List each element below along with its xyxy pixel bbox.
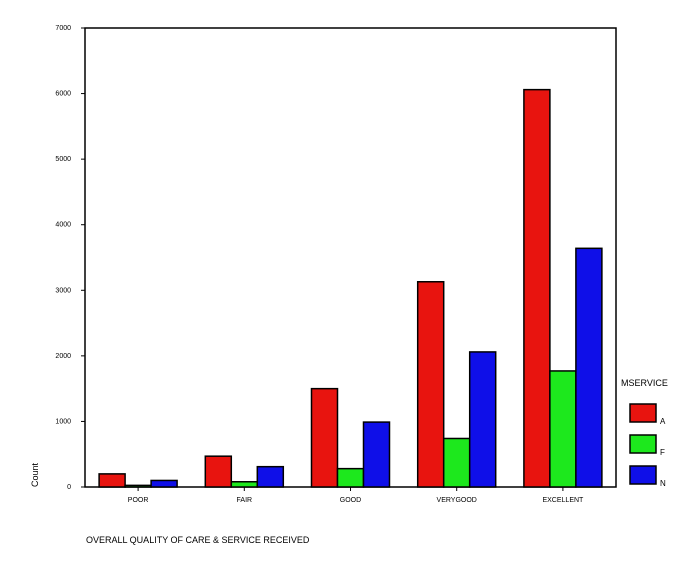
y-axis-title: Count — [30, 462, 40, 487]
legend-swatch-F — [629, 434, 657, 454]
legend-swatch-A — [629, 403, 657, 423]
bar-A-excellent — [523, 88, 551, 488]
bar-N-fair — [256, 465, 285, 488]
bar-A-good — [310, 387, 339, 488]
x-tick-label: EXCELLENT — [542, 497, 584, 504]
legend-label: F — [660, 448, 665, 457]
bar-N-good — [362, 421, 391, 488]
bar-F-poor — [124, 484, 152, 488]
bars — [98, 88, 603, 488]
legend-swatch-N — [629, 465, 657, 485]
y-tick-label: 0 — [67, 484, 71, 491]
legend-label: N — [660, 479, 666, 488]
y-tick-label: 2000 — [55, 353, 71, 360]
y-tick-label: 4000 — [55, 222, 71, 229]
x-tick-label: FAIR — [237, 497, 253, 504]
legend-title: MSERVICE — [621, 378, 668, 388]
legend: MSERVICE A F N — [621, 378, 668, 488]
bar-N-poor — [150, 479, 178, 488]
y-tick-label: 5000 — [55, 156, 71, 163]
x-axis-title: OVERALL QUALITY OF CARE & SERVICE RECEIV… — [86, 535, 310, 545]
bar-A-verygood — [416, 281, 445, 488]
y-tick-label: 3000 — [55, 287, 71, 294]
bar-F-fair — [230, 481, 259, 488]
y-axis: 0 1000 2000 3000 4000 5000 6000 7000 — [55, 25, 85, 491]
bar-A-fair — [204, 455, 233, 488]
bar-F-good — [336, 467, 365, 488]
legend-label: A — [660, 417, 666, 426]
x-tick-label: VERYGOOD — [437, 497, 477, 504]
x-tick-label: POOR — [128, 497, 149, 504]
x-tick-label: GOOD — [340, 497, 361, 504]
bar-F-excellent — [549, 370, 577, 488]
y-tick-label: 6000 — [55, 91, 71, 98]
bar-A-poor — [98, 473, 126, 488]
bar-N-excellent — [575, 247, 603, 488]
bar-F-verygood — [442, 437, 471, 488]
y-tick-label: 1000 — [55, 418, 71, 425]
bar-N-verygood — [468, 351, 497, 488]
x-axis: POOR FAIR GOOD VERYGOOD EXCELLENT — [128, 487, 584, 504]
y-tick-label: 7000 — [55, 25, 71, 32]
